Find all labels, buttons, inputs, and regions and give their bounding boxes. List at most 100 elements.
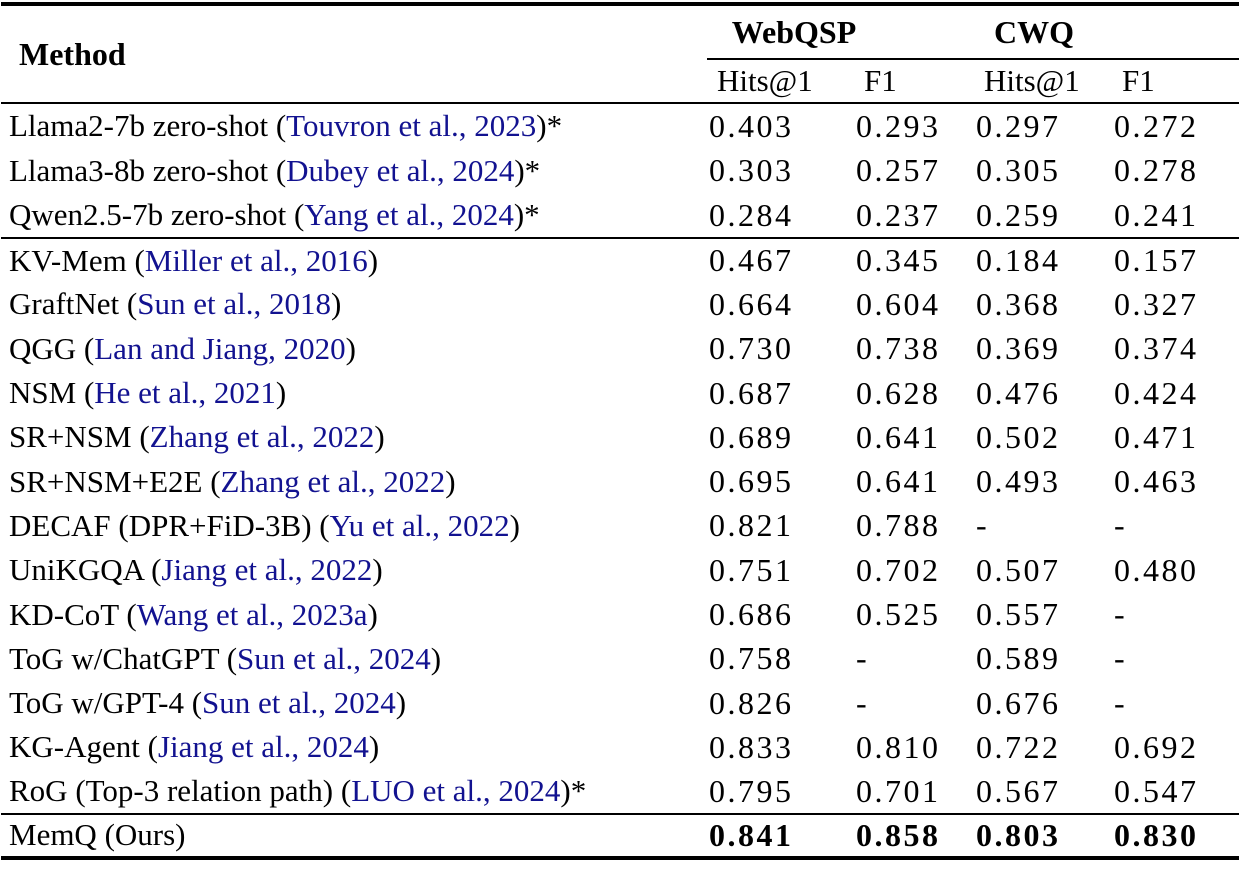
citation-link[interactable]: Dubey et al., 2024 bbox=[286, 152, 515, 188]
metric-cwq-hits1: 0.589 bbox=[976, 640, 1061, 677]
method-cell: NSM (He et al., 2021) bbox=[1, 371, 707, 415]
citation-link[interactable]: He et al., 2021 bbox=[94, 375, 276, 411]
metric-webqsp-f1: 0.788 bbox=[856, 507, 941, 544]
table-row: Qwen2.5-7b zero-shot (Yang et al., 2024)… bbox=[1, 193, 1239, 238]
table-row: DECAF (DPR+FiD-3B) (Yu et al., 2022) 0.8… bbox=[1, 504, 1239, 548]
metric-cwq-hits1: 0.507 bbox=[976, 551, 1061, 588]
method-cell: RoG (Top-3 relation path) (LUO et al., 2… bbox=[1, 770, 707, 814]
metric-cwq-f1: - bbox=[1114, 507, 1128, 544]
metric-webqsp-hits1: 0.841 bbox=[707, 812, 854, 858]
table-row: KD-CoT (Wang et al., 2023a) 0.686 0.525 … bbox=[1, 592, 1239, 636]
metric-webqsp-f1: 0.345 bbox=[854, 236, 974, 283]
metric-webqsp-f1: - bbox=[856, 684, 870, 721]
metric-webqsp-hits1: 0.695 bbox=[709, 463, 794, 500]
column-group-webqsp: WebQSP bbox=[707, 4, 974, 60]
citation-link[interactable]: LUO et al., 2024 bbox=[351, 773, 561, 809]
method-name: SR+NSM+E2E ( bbox=[9, 463, 221, 499]
citation-link[interactable]: Zhang et al., 2022 bbox=[220, 463, 446, 499]
method-suffix: ) bbox=[395, 685, 407, 721]
metric-webqsp-f1: 0.738 bbox=[856, 330, 941, 367]
method-cell: Qwen2.5-7b zero-shot (Yang et al., 2024)… bbox=[1, 193, 707, 238]
citation-link[interactable]: Yu et al., 2022 bbox=[329, 507, 510, 543]
method-cell: UniKGQA (Jiang et al., 2022) bbox=[1, 548, 707, 592]
method-name: ToG w/ChatGPT ( bbox=[9, 640, 238, 676]
method-cell: Llama3-8b zero-shot (Dubey et al., 2024)… bbox=[1, 148, 707, 193]
table-row: UniKGQA (Jiang et al., 2022) 0.751 0.702… bbox=[1, 548, 1239, 592]
column-header-cwq-f1: F1 bbox=[1112, 59, 1239, 104]
metric-cwq-f1: 0.480 bbox=[1114, 551, 1199, 588]
method-cell: QGG (Lan and Jiang, 2020) bbox=[1, 327, 707, 371]
method-suffix: )* bbox=[560, 773, 587, 809]
metric-cwq-hits1: 0.493 bbox=[976, 463, 1061, 500]
method-suffix: ) bbox=[372, 552, 383, 588]
citation-link[interactable]: Zhang et al., 2022 bbox=[149, 419, 375, 455]
metric-webqsp-hits1: 0.687 bbox=[709, 374, 794, 411]
method-suffix: )* bbox=[513, 197, 540, 232]
citation-link[interactable]: Miller et al., 2016 bbox=[144, 242, 368, 278]
citation-link[interactable]: Wang et al., 2023a bbox=[136, 596, 368, 632]
metric-cwq-f1: - bbox=[1114, 684, 1128, 721]
method-cell: MemQ (Ours) bbox=[1, 812, 707, 858]
table-row: SR+NSM (Zhang et al., 2022) 0.689 0.641 … bbox=[1, 415, 1239, 459]
metric-cwq-f1: 0.424 bbox=[1114, 374, 1199, 411]
metric-webqsp-hits1: 0.751 bbox=[709, 551, 794, 588]
metric-cwq-f1: 0.830 bbox=[1112, 812, 1239, 858]
table-row: RoG (Top-3 relation path) (LUO et al., 2… bbox=[1, 770, 1239, 814]
method-name: RoG (Top-3 relation path) ( bbox=[9, 773, 352, 809]
method-suffix: )* bbox=[514, 152, 541, 188]
metric-webqsp-hits1: 0.833 bbox=[709, 728, 794, 765]
method-suffix: ) bbox=[367, 596, 378, 632]
metric-webqsp-f1: 0.604 bbox=[856, 285, 941, 322]
method-cell: ToG w/ChatGPT (Sun et al., 2024) bbox=[1, 637, 707, 681]
metric-webqsp-f1: 0.641 bbox=[856, 463, 941, 500]
citation-link[interactable]: Touvron et al., 2023 bbox=[286, 108, 537, 143]
metric-cwq-hits1: - bbox=[976, 507, 990, 544]
method-suffix: ) bbox=[331, 286, 342, 322]
method-suffix: )* bbox=[536, 108, 563, 143]
metric-cwq-f1: 0.547 bbox=[1114, 772, 1199, 809]
citation-link[interactable]: Jiang et al., 2024 bbox=[157, 729, 369, 765]
metric-webqsp-f1: - bbox=[856, 640, 870, 677]
citation-link[interactable]: Sun et al., 2024 bbox=[237, 640, 431, 676]
method-cell: Llama2-7b zero-shot (Touvron et al., 202… bbox=[1, 103, 707, 148]
method-cell: SR+NSM+E2E (Zhang et al., 2022) bbox=[1, 459, 707, 503]
column-header-webqsp-f1: F1 bbox=[854, 59, 974, 104]
method-name: SR+NSM ( bbox=[9, 419, 150, 455]
citation-link[interactable]: Sun et al., 2018 bbox=[137, 286, 331, 322]
method-name: Llama2-7b zero-shot ( bbox=[9, 108, 287, 143]
method-name: NSM ( bbox=[9, 375, 95, 411]
citation-link[interactable]: Sun et al., 2024 bbox=[202, 685, 396, 721]
metric-cwq-f1: 0.272 bbox=[1114, 107, 1199, 144]
method-name: Qwen2.5-7b zero-shot ( bbox=[9, 197, 305, 232]
metric-webqsp-f1: 0.810 bbox=[856, 728, 941, 765]
citation-link[interactable]: Jiang et al., 2022 bbox=[161, 552, 373, 588]
metric-cwq-hits1: 0.476 bbox=[976, 374, 1061, 411]
method-name: MemQ (Ours) bbox=[9, 817, 186, 853]
citation-link[interactable]: Lan and Jiang, 2020 bbox=[94, 330, 346, 366]
table-row: Llama2-7b zero-shot (Touvron et al., 202… bbox=[1, 103, 1239, 148]
table-row: NSM (He et al., 2021) 0.687 0.628 0.476 … bbox=[1, 371, 1239, 415]
metric-webqsp-hits1: 0.730 bbox=[709, 330, 794, 367]
table-row: ToG w/ChatGPT (Sun et al., 2024) 0.758 -… bbox=[1, 637, 1239, 681]
method-name: KG-Agent ( bbox=[9, 729, 158, 765]
method-cell: SR+NSM (Zhang et al., 2022) bbox=[1, 415, 707, 459]
method-suffix: ) bbox=[345, 330, 356, 366]
metric-cwq-f1: 0.471 bbox=[1114, 418, 1199, 455]
method-name: GraftNet ( bbox=[9, 286, 138, 322]
citation-link[interactable]: Yang et al., 2024 bbox=[304, 197, 514, 232]
column-header-webqsp-hits1: Hits@1 bbox=[707, 59, 854, 104]
metric-webqsp-f1: 0.858 bbox=[854, 812, 974, 858]
method-name: KV-Mem ( bbox=[9, 242, 145, 278]
method-cell: KG-Agent (Jiang et al., 2024) bbox=[1, 725, 707, 769]
method-cell: DECAF (DPR+FiD-3B) (Yu et al., 2022) bbox=[1, 504, 707, 548]
method-name: Llama3-8b zero-shot ( bbox=[9, 152, 287, 188]
table-row: GraftNet (Sun et al., 2018) 0.664 0.604 … bbox=[1, 282, 1239, 326]
metric-cwq-f1: 0.692 bbox=[1114, 728, 1199, 765]
metric-cwq-hits1: 0.259 bbox=[976, 196, 1061, 233]
metric-webqsp-hits1: 0.689 bbox=[709, 418, 794, 455]
metric-cwq-f1: 0.327 bbox=[1114, 285, 1199, 322]
metric-webqsp-hits1: 0.467 bbox=[707, 236, 854, 283]
metric-webqsp-hits1: 0.284 bbox=[709, 196, 794, 233]
